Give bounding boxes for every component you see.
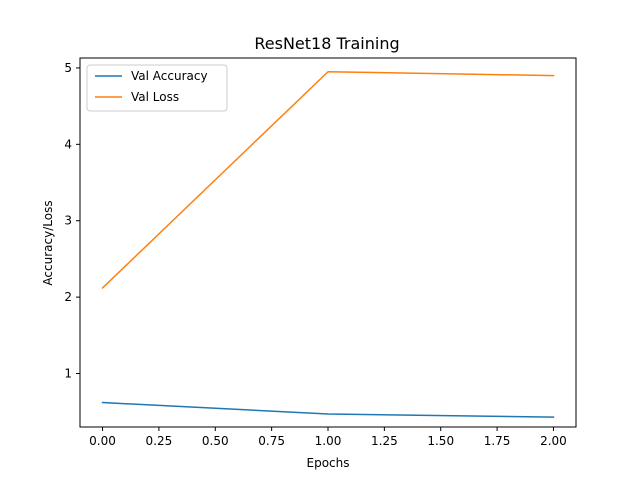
x-tick-label: 1.25 xyxy=(371,434,398,448)
series-line-0 xyxy=(101,401,555,418)
x-tick-label: 0.25 xyxy=(146,434,173,448)
y-tick-label: 3 xyxy=(64,214,72,228)
x-tick-label: 0.50 xyxy=(202,434,229,448)
x-tick-label: 2.00 xyxy=(540,434,567,448)
plot-frame xyxy=(79,57,577,428)
series-lines xyxy=(101,71,555,418)
y-tick-label: 4 xyxy=(64,137,72,151)
x-tick-label: 1.00 xyxy=(315,434,342,448)
x-axis-label: Epochs xyxy=(307,456,350,470)
y-axis: 1 2 3 4 5 xyxy=(64,61,80,381)
x-tick-label: 0.75 xyxy=(258,434,285,448)
x-tick-label: 1.75 xyxy=(484,434,511,448)
legend-label-0: Val Accuracy xyxy=(131,69,208,83)
y-tick-label: 5 xyxy=(64,61,72,75)
y-tick-label: 1 xyxy=(64,367,72,381)
x-axis: 0.00 0.25 0.50 0.75 1.00 1.25 1.50 1.75 2.00 xyxy=(89,427,567,448)
y-tick-label: 2 xyxy=(64,290,72,304)
chart-title: ResNet18 Training xyxy=(254,34,399,53)
y-axis-label: Accuracy/Loss xyxy=(41,200,55,285)
x-tick-label: 1.50 xyxy=(427,434,454,448)
series-line-1 xyxy=(101,71,555,290)
legend: Val Accuracy Val Loss xyxy=(86,64,228,112)
x-tick-label: 0.00 xyxy=(89,434,116,448)
legend-label-1: Val Loss xyxy=(131,90,179,104)
plot-area: 0.00 0.25 0.50 0.75 1.00 1.25 1.50 1.75 2.00 1 2 3… xyxy=(64,57,577,448)
